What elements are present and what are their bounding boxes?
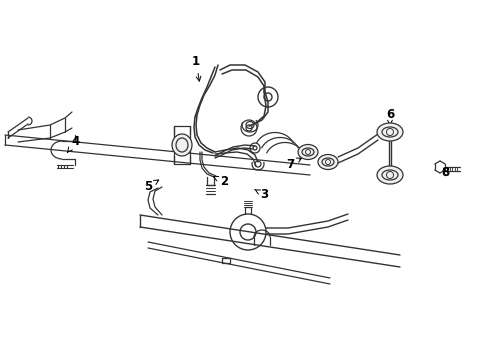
Text: 6: 6 — [385, 108, 393, 125]
Ellipse shape — [317, 154, 337, 170]
Text: 4: 4 — [67, 135, 80, 153]
Text: 7: 7 — [285, 158, 301, 171]
Text: 3: 3 — [254, 188, 267, 201]
Text: 5: 5 — [143, 180, 159, 193]
Ellipse shape — [297, 144, 317, 159]
Text: 8: 8 — [440, 166, 448, 179]
Text: 1: 1 — [192, 55, 201, 81]
Ellipse shape — [376, 166, 402, 184]
Ellipse shape — [376, 123, 402, 141]
Text: 2: 2 — [213, 175, 227, 188]
Ellipse shape — [172, 134, 192, 156]
